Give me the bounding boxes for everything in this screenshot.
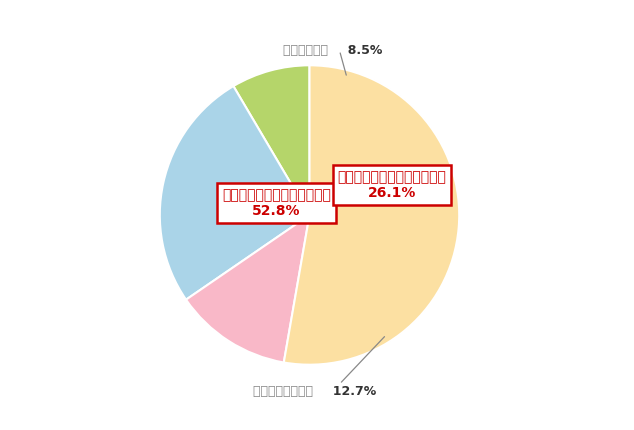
Wedge shape <box>284 65 459 365</box>
Wedge shape <box>186 215 309 362</box>
Text: プロポーズ前: プロポーズ前 <box>283 44 337 57</box>
Text: 12.7%: 12.7% <box>325 385 377 398</box>
Text: プロポーズから入籍までの間
26.1%: プロポーズから入籍までの間 26.1% <box>337 170 446 200</box>
Wedge shape <box>233 65 309 215</box>
Text: 入籍してしばらく経ってから
52.8%: 入籍してしばらく経ってから 52.8% <box>222 188 331 218</box>
Wedge shape <box>160 86 309 300</box>
Text: 8.5%: 8.5% <box>339 44 383 57</box>
Text: 入籍と同時くらい: 入籍と同時くらい <box>254 385 321 398</box>
